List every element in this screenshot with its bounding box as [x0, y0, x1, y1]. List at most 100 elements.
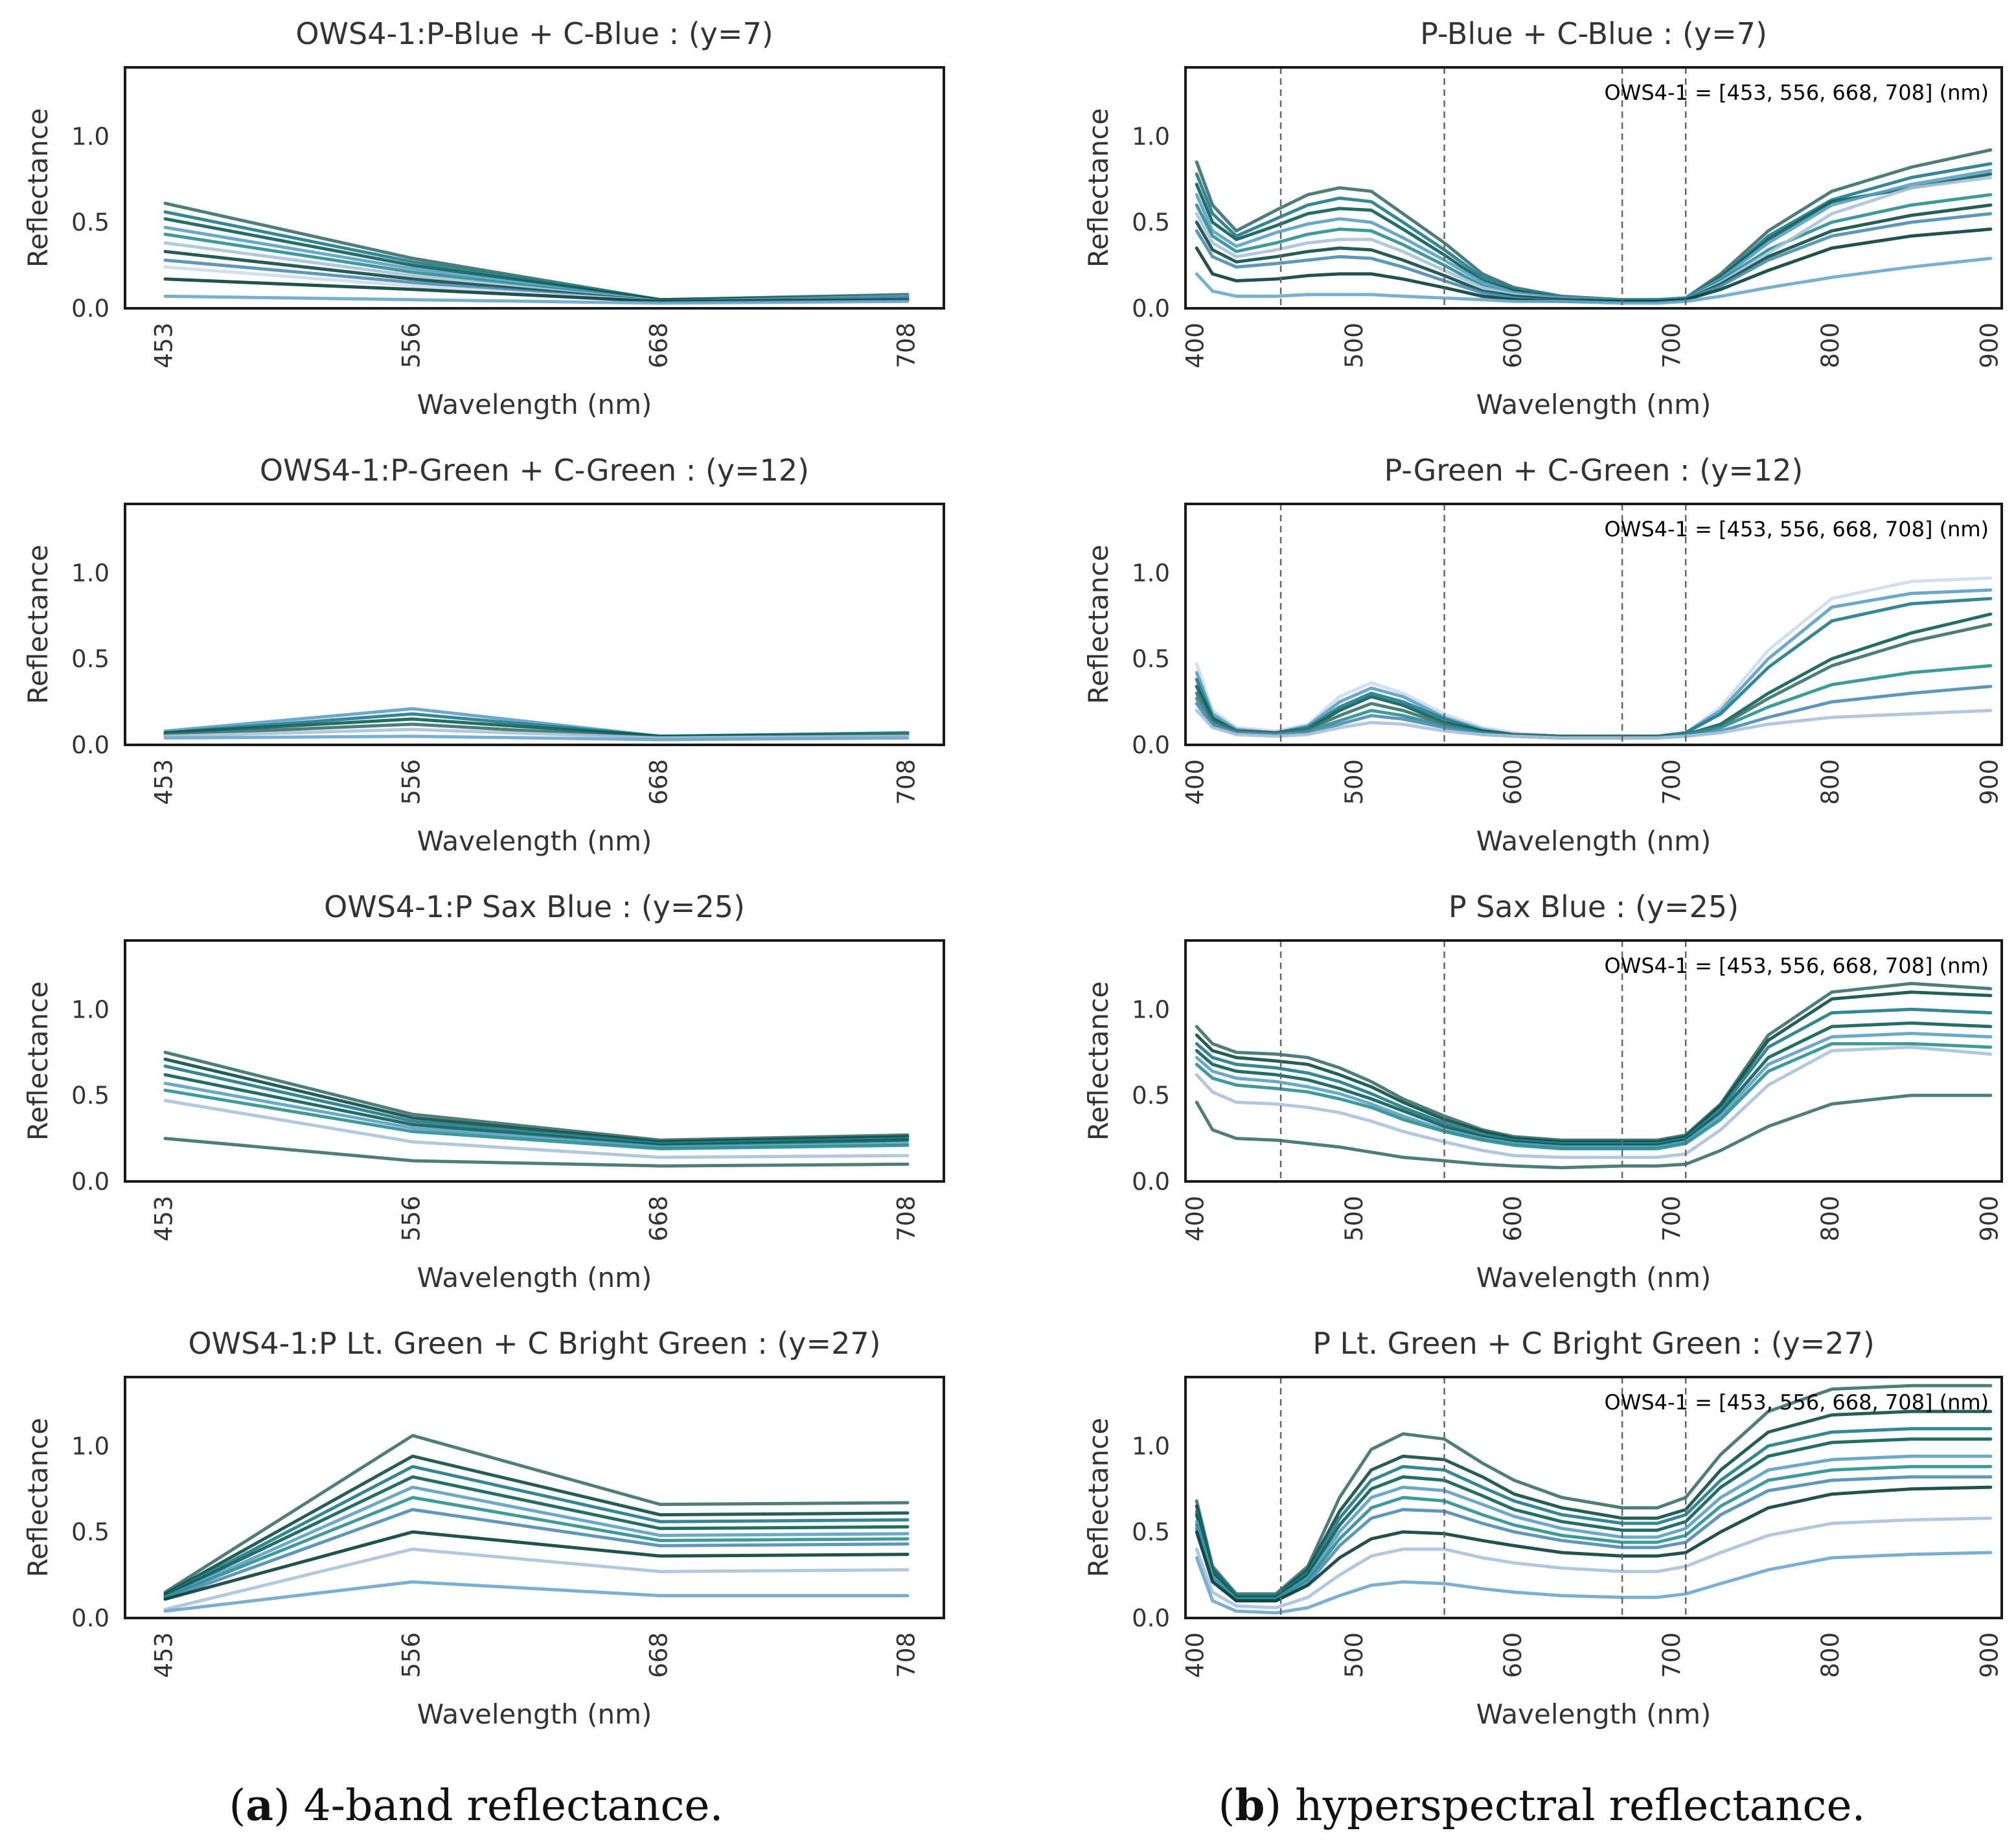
series-line-7 [1195, 1045, 1993, 1159]
plot-frame [124, 66, 945, 310]
y-tick-label: 0.0 [71, 1604, 109, 1632]
y-tick-label: 0.0 [71, 731, 109, 759]
series-line-8 [163, 1137, 910, 1168]
plot-frame [124, 1376, 945, 1619]
series-line-6 [1195, 1464, 1993, 1601]
y-axis-label: Reflectance [22, 108, 54, 268]
chart-title: OWS4-1:P Sax Blue : (y=25) [324, 889, 745, 924]
x-tick-label: 400 [1182, 759, 1209, 805]
x-tick-label: 556 [398, 323, 426, 369]
series-line-5 [163, 1485, 910, 1599]
x-tick-label: 800 [1816, 759, 1844, 805]
x-tick-label: 800 [1816, 1196, 1844, 1242]
series-line-2 [163, 1454, 910, 1596]
x-axis-label: Wavelength (nm) [1476, 825, 1712, 857]
x-tick-label: 600 [1499, 1632, 1527, 1678]
series-line-6 [163, 1496, 910, 1599]
x-tick-label: 900 [1975, 323, 2003, 369]
plot-frame [1184, 66, 2003, 310]
series-line-6 [163, 1088, 910, 1150]
y-tick-label: 0.0 [1132, 295, 1170, 323]
y-tick-label: 1.0 [1132, 122, 1170, 150]
chart-title: P-Blue + C-Blue : (y=7) [1420, 16, 1767, 51]
y-axis-label: Reflectance [22, 545, 54, 704]
y-axis-label: Reflectance [22, 981, 54, 1141]
chart-title: OWS4-1:P-Green + C-Green : (y=12) [260, 453, 809, 488]
x-tick-label: 556 [398, 759, 426, 805]
series-group [163, 1051, 910, 1168]
y-axis-label: Reflectance [1082, 1418, 1114, 1577]
x-tick-label: 400 [1182, 323, 1209, 369]
panel-b-1: P-Blue + C-Blue : (y=7) OWS4-1 = [453, 55… [1082, 16, 2003, 420]
y-tick-label: 0.5 [71, 1082, 109, 1110]
chart-title: P-Green + C-Green : (y=12) [1384, 453, 1804, 488]
y-tick-label: 0.5 [1132, 1518, 1170, 1546]
y-tick-label: 0.0 [1132, 1168, 1170, 1196]
panels: OWS4-1:P-Blue + C-Blue : (y=7) 0.0 0.5 1.0 4… [22, 16, 2003, 1730]
y-tick-label: 0.5 [1132, 645, 1170, 673]
x-tick-label: 668 [645, 759, 673, 805]
x-tick-label: 900 [1975, 759, 2003, 805]
x-tick-label: 800 [1816, 323, 1844, 369]
series-line-1 [163, 1433, 910, 1594]
x-axis-label: Wavelength (nm) [417, 389, 652, 420]
y-tick-label: 0.0 [1132, 731, 1170, 759]
series-line-9 [1195, 1516, 1993, 1610]
y-tick-label: 1.0 [1132, 996, 1170, 1023]
panel-a-2: OWS4-1:P-Green + C-Green : (y=12) 0.0 0.5 1… [22, 453, 945, 857]
series-line-5 [163, 727, 910, 740]
y-tick-label: 0.0 [71, 1168, 109, 1196]
x-tick-label: 453 [150, 323, 178, 369]
y-tick-label: 1.0 [1132, 559, 1170, 587]
plot-frame [1184, 503, 2003, 746]
series-line-5 [1195, 1032, 1993, 1149]
y-tick-label: 0.5 [71, 209, 109, 236]
series-line-2 [1195, 990, 1993, 1144]
y-tick-label: 1.0 [71, 1432, 109, 1460]
x-tick-label: 400 [1182, 1632, 1209, 1678]
series-group [163, 1433, 910, 1613]
x-axis-label: Wavelength (nm) [1476, 389, 1712, 420]
y-axis-label: Reflectance [1082, 981, 1114, 1141]
series-line-1 [163, 1051, 910, 1142]
plot-frame [124, 939, 945, 1183]
x-axis-label: Wavelength (nm) [1476, 1262, 1712, 1293]
series-group [163, 201, 910, 305]
x-tick-label: 500 [1340, 323, 1368, 369]
y-tick-label: 0.5 [71, 1518, 109, 1546]
caption-b: (b) hyperspectral reflectance. [1219, 1780, 1866, 1830]
x-tick-label: 900 [1975, 1196, 2003, 1242]
x-tick-label: 668 [645, 1196, 673, 1242]
chart-title: OWS4-1:P Lt. Green + C Bright Green : (y… [188, 1326, 880, 1361]
y-tick-label: 1.0 [1132, 1432, 1170, 1460]
x-tick-label: 700 [1658, 1632, 1686, 1678]
x-tick-label: 453 [150, 759, 178, 805]
band-annotation: OWS4-1 = [453, 556, 668, 708] (nm) [1605, 1390, 1989, 1415]
series-line-11 [163, 294, 910, 305]
y-tick-label: 1.0 [71, 122, 109, 150]
x-axis-label: Wavelength (nm) [1476, 1698, 1712, 1730]
y-tick-label: 1.0 [71, 559, 109, 587]
y-tick-label: 0.5 [1132, 209, 1170, 236]
x-tick-label: 700 [1658, 323, 1686, 369]
x-tick-label: 900 [1975, 1632, 2003, 1678]
series-line-7 [163, 1508, 910, 1601]
x-tick-label: 500 [1340, 759, 1368, 805]
series-line-8 [1195, 212, 1993, 303]
x-tick-label: 600 [1499, 323, 1527, 369]
y-tick-label: 0.0 [71, 295, 109, 323]
plot-frame [1184, 1376, 2003, 1619]
x-tick-label: 500 [1340, 1632, 1368, 1678]
series-line-9 [163, 1547, 910, 1612]
x-tick-label: 708 [893, 323, 921, 369]
y-tick-label: 1.0 [71, 996, 109, 1023]
band-annotation: OWS4-1 = [453, 556, 668, 708] (nm) [1605, 80, 1989, 105]
y-axis-label: Reflectance [1082, 108, 1114, 268]
plot-frame [124, 503, 945, 746]
x-tick-label: 668 [645, 323, 673, 369]
series-line-10 [1195, 256, 1993, 305]
y-axis-label: Reflectance [22, 1418, 54, 1577]
series-line-6 [163, 735, 910, 742]
panel-b-3: P Sax Blue : (y=25) OWS4-1 = [453, 556, 6… [1082, 889, 2003, 1293]
series-line-10 [163, 277, 910, 303]
